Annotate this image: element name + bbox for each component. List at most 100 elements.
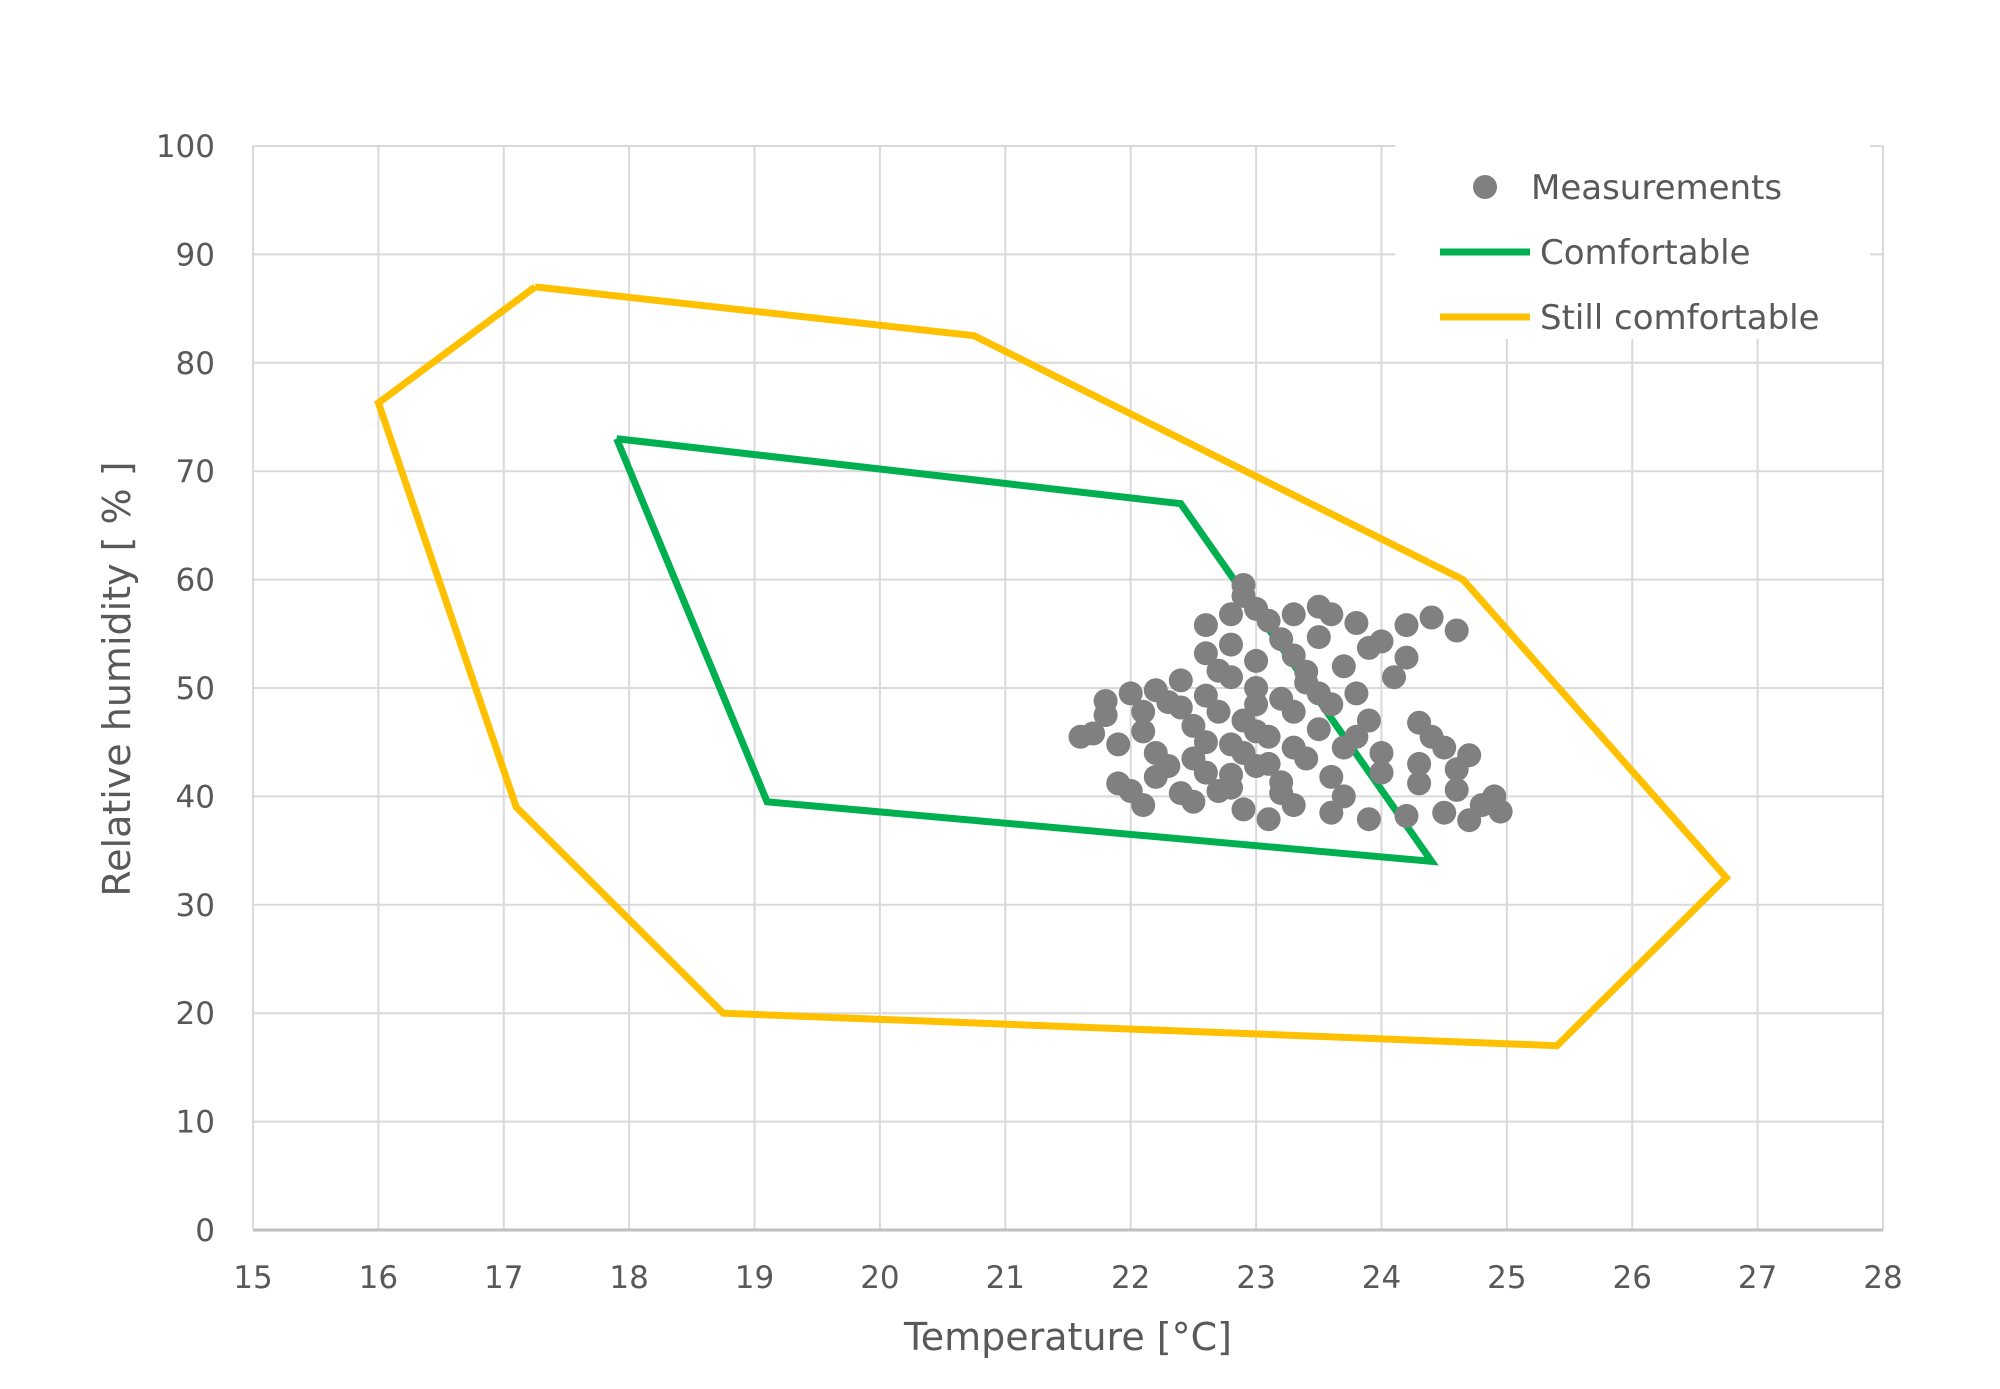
y-tick-label: 100 bbox=[156, 129, 215, 165]
scatter-point bbox=[1219, 762, 1243, 787]
scatter-point bbox=[1369, 760, 1394, 785]
scatter-point bbox=[1244, 648, 1269, 673]
y-tick-label: 30 bbox=[176, 888, 215, 924]
y-tick-label: 80 bbox=[176, 346, 215, 382]
scatter-point bbox=[1344, 681, 1369, 706]
scatter-point bbox=[1244, 719, 1269, 744]
x-tick-label: 28 bbox=[1863, 1260, 1902, 1296]
scatter-point bbox=[1331, 784, 1356, 809]
x-tick-label: 23 bbox=[1236, 1260, 1275, 1296]
x-tick-label: 16 bbox=[359, 1260, 398, 1296]
scatter-point bbox=[1281, 643, 1306, 668]
legend-label: Comfortable bbox=[1540, 233, 1751, 273]
scatter-point bbox=[1356, 708, 1381, 733]
scatter-point bbox=[1444, 777, 1469, 802]
scatter-point bbox=[1394, 613, 1419, 638]
scatter-point bbox=[1219, 665, 1243, 690]
scatter-point bbox=[1206, 699, 1231, 724]
scatter-point bbox=[1168, 668, 1193, 693]
legend-marker bbox=[1473, 175, 1497, 199]
y-tick-label: 90 bbox=[176, 237, 215, 273]
scatter-point bbox=[1407, 751, 1432, 776]
y-tick-label: 60 bbox=[176, 563, 215, 599]
legend-label: Still comfortable bbox=[1540, 298, 1820, 338]
scatter-point bbox=[1306, 717, 1331, 742]
scatter-point bbox=[1219, 632, 1243, 657]
scatter-point bbox=[1407, 771, 1432, 796]
scatter-point bbox=[1118, 681, 1143, 706]
scatter-point bbox=[1068, 724, 1093, 749]
scatter-point bbox=[1256, 751, 1281, 776]
scatter-point bbox=[1306, 625, 1331, 650]
axes: 15 16 17 18 19 20 21 22 23 24 25 26 27 28 0 10 20 30 40 50 6… bbox=[156, 129, 1903, 1296]
x-tick-label: 26 bbox=[1613, 1260, 1652, 1296]
y-tick-label: 40 bbox=[176, 779, 215, 815]
scatter-point bbox=[1281, 602, 1306, 627]
scatter-point bbox=[1244, 692, 1269, 717]
x-tick-label: 20 bbox=[860, 1260, 899, 1296]
x-tick-label: 24 bbox=[1362, 1260, 1401, 1296]
scatter-point bbox=[1269, 627, 1294, 652]
scatter-point bbox=[1444, 757, 1469, 782]
scatter-point bbox=[1356, 635, 1381, 660]
scatter-point bbox=[1457, 808, 1482, 833]
series-line-comfortable bbox=[613, 435, 1439, 866]
legend: Measurements Comfortable Still comfortable bbox=[1395, 139, 1870, 339]
scatter-point bbox=[1231, 741, 1256, 765]
scatter-point bbox=[1168, 695, 1193, 720]
x-tick-label: 21 bbox=[986, 1260, 1025, 1296]
scatter-point bbox=[1419, 605, 1444, 630]
scatter-point bbox=[1181, 789, 1206, 814]
scatter-point bbox=[1131, 793, 1156, 818]
scatter-point bbox=[1432, 800, 1457, 825]
scatter-point bbox=[1131, 719, 1156, 744]
scatter-point bbox=[1206, 779, 1231, 803]
scatter-point bbox=[1369, 741, 1394, 765]
scatter-point bbox=[1193, 730, 1218, 755]
scatter-point bbox=[1193, 641, 1218, 666]
scatter-point bbox=[1444, 618, 1469, 643]
scatter-point bbox=[1344, 724, 1369, 749]
scatter-point bbox=[1356, 807, 1381, 832]
x-tick-label: 25 bbox=[1487, 1260, 1526, 1296]
scatter-point bbox=[1382, 665, 1406, 690]
scatter-point bbox=[1306, 681, 1331, 706]
scatter-point bbox=[1281, 735, 1306, 760]
scatter-point bbox=[1231, 797, 1256, 822]
scatter-point bbox=[1294, 659, 1319, 684]
y-tick-label: 0 bbox=[195, 1213, 215, 1249]
scatter-point bbox=[1256, 608, 1281, 633]
y-tick-label: 50 bbox=[176, 671, 215, 707]
y-tick-label: 70 bbox=[176, 454, 215, 490]
scatter-point bbox=[1193, 683, 1218, 708]
scatter-point bbox=[1394, 803, 1419, 828]
scatter-point bbox=[1269, 781, 1294, 806]
y-tick-label: 20 bbox=[176, 996, 215, 1032]
scatter-point bbox=[1193, 760, 1218, 785]
scatter-point bbox=[1344, 611, 1369, 635]
scatter-point bbox=[1319, 800, 1344, 825]
scatter-point bbox=[1131, 699, 1156, 724]
series-line-still-comfortable bbox=[374, 283, 1732, 1050]
legend-label: Measurements bbox=[1531, 168, 1782, 208]
scatter-point bbox=[1269, 686, 1294, 711]
x-tick-label: 22 bbox=[1111, 1260, 1150, 1296]
y-tick-label: 10 bbox=[176, 1105, 215, 1141]
scatter-point bbox=[1432, 735, 1457, 760]
scatter-point bbox=[1219, 602, 1243, 627]
series bbox=[374, 283, 1732, 1050]
scatter-point bbox=[1488, 799, 1513, 824]
x-axis-title: Temperature [°C] bbox=[903, 1315, 1232, 1359]
x-tick-label: 15 bbox=[233, 1260, 272, 1296]
scatter-point bbox=[1256, 807, 1281, 832]
scatter-point bbox=[1319, 764, 1344, 789]
scatter-point bbox=[1331, 654, 1356, 679]
scatter-point bbox=[1319, 602, 1344, 627]
x-tick-label: 27 bbox=[1738, 1260, 1777, 1296]
scatter-point bbox=[1093, 703, 1118, 728]
y-axis-title: Relative humidity [ % ] bbox=[95, 461, 139, 896]
x-tick-label: 17 bbox=[484, 1260, 523, 1296]
scatter-point bbox=[1193, 613, 1218, 638]
